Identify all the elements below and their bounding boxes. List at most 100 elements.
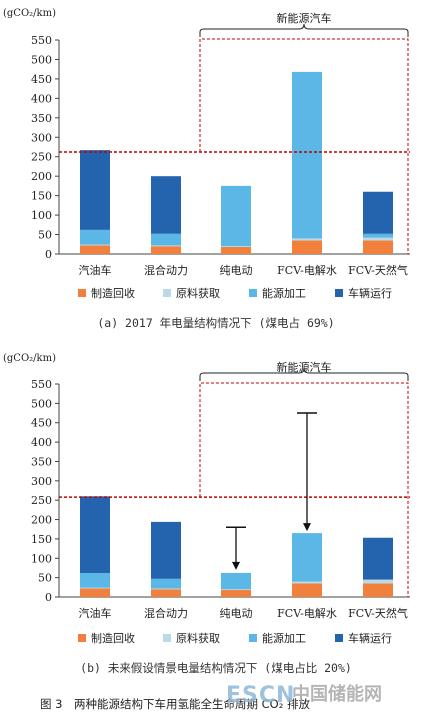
bar-segment — [221, 246, 251, 247]
y-tick-label: 0 — [45, 591, 52, 604]
legend-swatch — [163, 634, 171, 642]
y-tick-label: 450 — [31, 417, 52, 430]
bar-segment — [80, 572, 110, 588]
x-category-label: 纯电动 — [220, 607, 253, 620]
bar-segment — [363, 537, 393, 580]
y-tick-label: 350 — [31, 455, 52, 468]
bar-segment — [151, 246, 181, 254]
bar-segment — [80, 150, 110, 230]
x-category-label: FCV-电解水 — [277, 606, 337, 620]
bar-segment — [151, 589, 181, 597]
bar-segment — [363, 191, 393, 234]
bar-segment — [363, 237, 393, 241]
legend-swatch — [249, 634, 257, 642]
legend-label: 能源加工 — [262, 286, 306, 300]
y-tick-label: 0 — [45, 248, 52, 261]
bar-segment — [80, 587, 110, 589]
x-category-label: FCV-天然气 — [348, 606, 408, 620]
y-tick-label: 300 — [31, 475, 52, 488]
y-tick-label: 450 — [31, 73, 52, 86]
group-brace — [199, 23, 409, 37]
y-tick-label: 50 — [38, 572, 52, 585]
y-tick-label: 500 — [31, 397, 52, 410]
bar-segment — [292, 240, 322, 254]
y-tick-label: 200 — [31, 514, 52, 527]
bar-segment — [151, 578, 181, 589]
y-tick-label: 150 — [31, 533, 52, 546]
watermark: ESCN 中国储能网 — [226, 683, 382, 708]
y-tick-label: 550 — [31, 34, 52, 47]
bar-segment — [363, 240, 393, 254]
y-unit-label: (gCO₂/km) — [3, 353, 56, 364]
chart-caption: (b) 未来假设情景电量结构情况下 (煤电占比 20%) — [80, 661, 352, 675]
group-box — [199, 38, 409, 254]
bar-segment — [151, 588, 181, 590]
y-tick-label: 350 — [31, 112, 52, 125]
group-brace — [199, 367, 409, 381]
y-unit-label: (gCO₂/km) — [3, 8, 56, 19]
legend-label: 原料获取 — [176, 286, 220, 300]
y-tick-label: 250 — [31, 494, 52, 507]
x-category-label: 纯电动 — [220, 264, 253, 277]
bar-segment — [292, 533, 322, 582]
legend-label: 原料获取 — [176, 631, 220, 645]
bar-segment — [363, 233, 393, 238]
bar-segment — [80, 496, 110, 573]
group-label: 新能源汽车 — [277, 11, 332, 25]
chart-caption: (a) 2017 年电量结构情况下 (煤电占 69%) — [97, 316, 334, 330]
y-tick-label: 100 — [31, 552, 52, 565]
bar-segment — [363, 583, 393, 597]
legend-swatch — [249, 289, 257, 297]
x-category-label: 汽油车 — [79, 606, 112, 620]
bar-segment — [292, 581, 322, 584]
y-tick-label: 400 — [31, 92, 52, 105]
x-category-label: 混合动力 — [144, 263, 188, 277]
x-category-label: FCV-电解水 — [277, 263, 337, 277]
legend-swatch — [335, 289, 343, 297]
watermark-brand: ESCN — [226, 683, 295, 708]
bar-segment — [221, 572, 251, 590]
group-box — [199, 382, 409, 597]
figure-caption: 图 3 两种能源结构下车用氢能全生命周期 CO₂ 排放 — [40, 697, 310, 711]
bar-segment — [80, 244, 110, 246]
legend-swatch — [78, 634, 86, 642]
bar-segment — [80, 588, 110, 597]
bar-segment — [221, 590, 251, 597]
bar-segment — [221, 185, 251, 247]
legend-swatch — [78, 289, 86, 297]
x-category-label: 混合动力 — [144, 606, 188, 620]
y-tick-label: 500 — [31, 53, 52, 66]
bar-segment — [80, 245, 110, 254]
bar-segment — [151, 176, 181, 234]
y-tick-label: 150 — [31, 190, 52, 203]
x-category-label: 汽油车 — [79, 263, 112, 277]
arrow-head — [232, 561, 240, 570]
bar-segment — [151, 233, 181, 246]
y-tick-label: 250 — [31, 151, 52, 164]
bar-segment — [363, 579, 393, 584]
legend-swatch — [163, 289, 171, 297]
arrow-head — [303, 523, 311, 532]
y-tick-label: 300 — [31, 131, 52, 144]
bar-segment — [151, 245, 181, 247]
group-label: 新能源汽车 — [277, 360, 332, 374]
legend-label: 能源加工 — [262, 631, 306, 645]
y-tick-label: 550 — [31, 378, 52, 391]
y-tick-label: 50 — [38, 229, 52, 242]
y-tick-label: 100 — [31, 209, 52, 222]
bar-segment — [80, 229, 110, 245]
y-tick-label: 400 — [31, 436, 52, 449]
watermark-text: 中国储能网 — [292, 683, 382, 705]
bar-segment — [151, 521, 181, 579]
legend-swatch — [335, 634, 343, 642]
y-tick-label: 200 — [31, 170, 52, 183]
chart-b: (gCO₂/km) 0 50 100 150 200 250 300 350 400 450 500 5… — [3, 353, 410, 675]
legend-label: 车辆运行 — [348, 631, 392, 645]
bar-segment — [292, 71, 322, 239]
bar-segment — [221, 589, 251, 591]
bar-segment — [221, 246, 251, 254]
legend-label: 制造回收 — [91, 631, 135, 645]
legend-label: 车辆运行 — [348, 286, 392, 300]
bar-segment — [292, 583, 322, 597]
